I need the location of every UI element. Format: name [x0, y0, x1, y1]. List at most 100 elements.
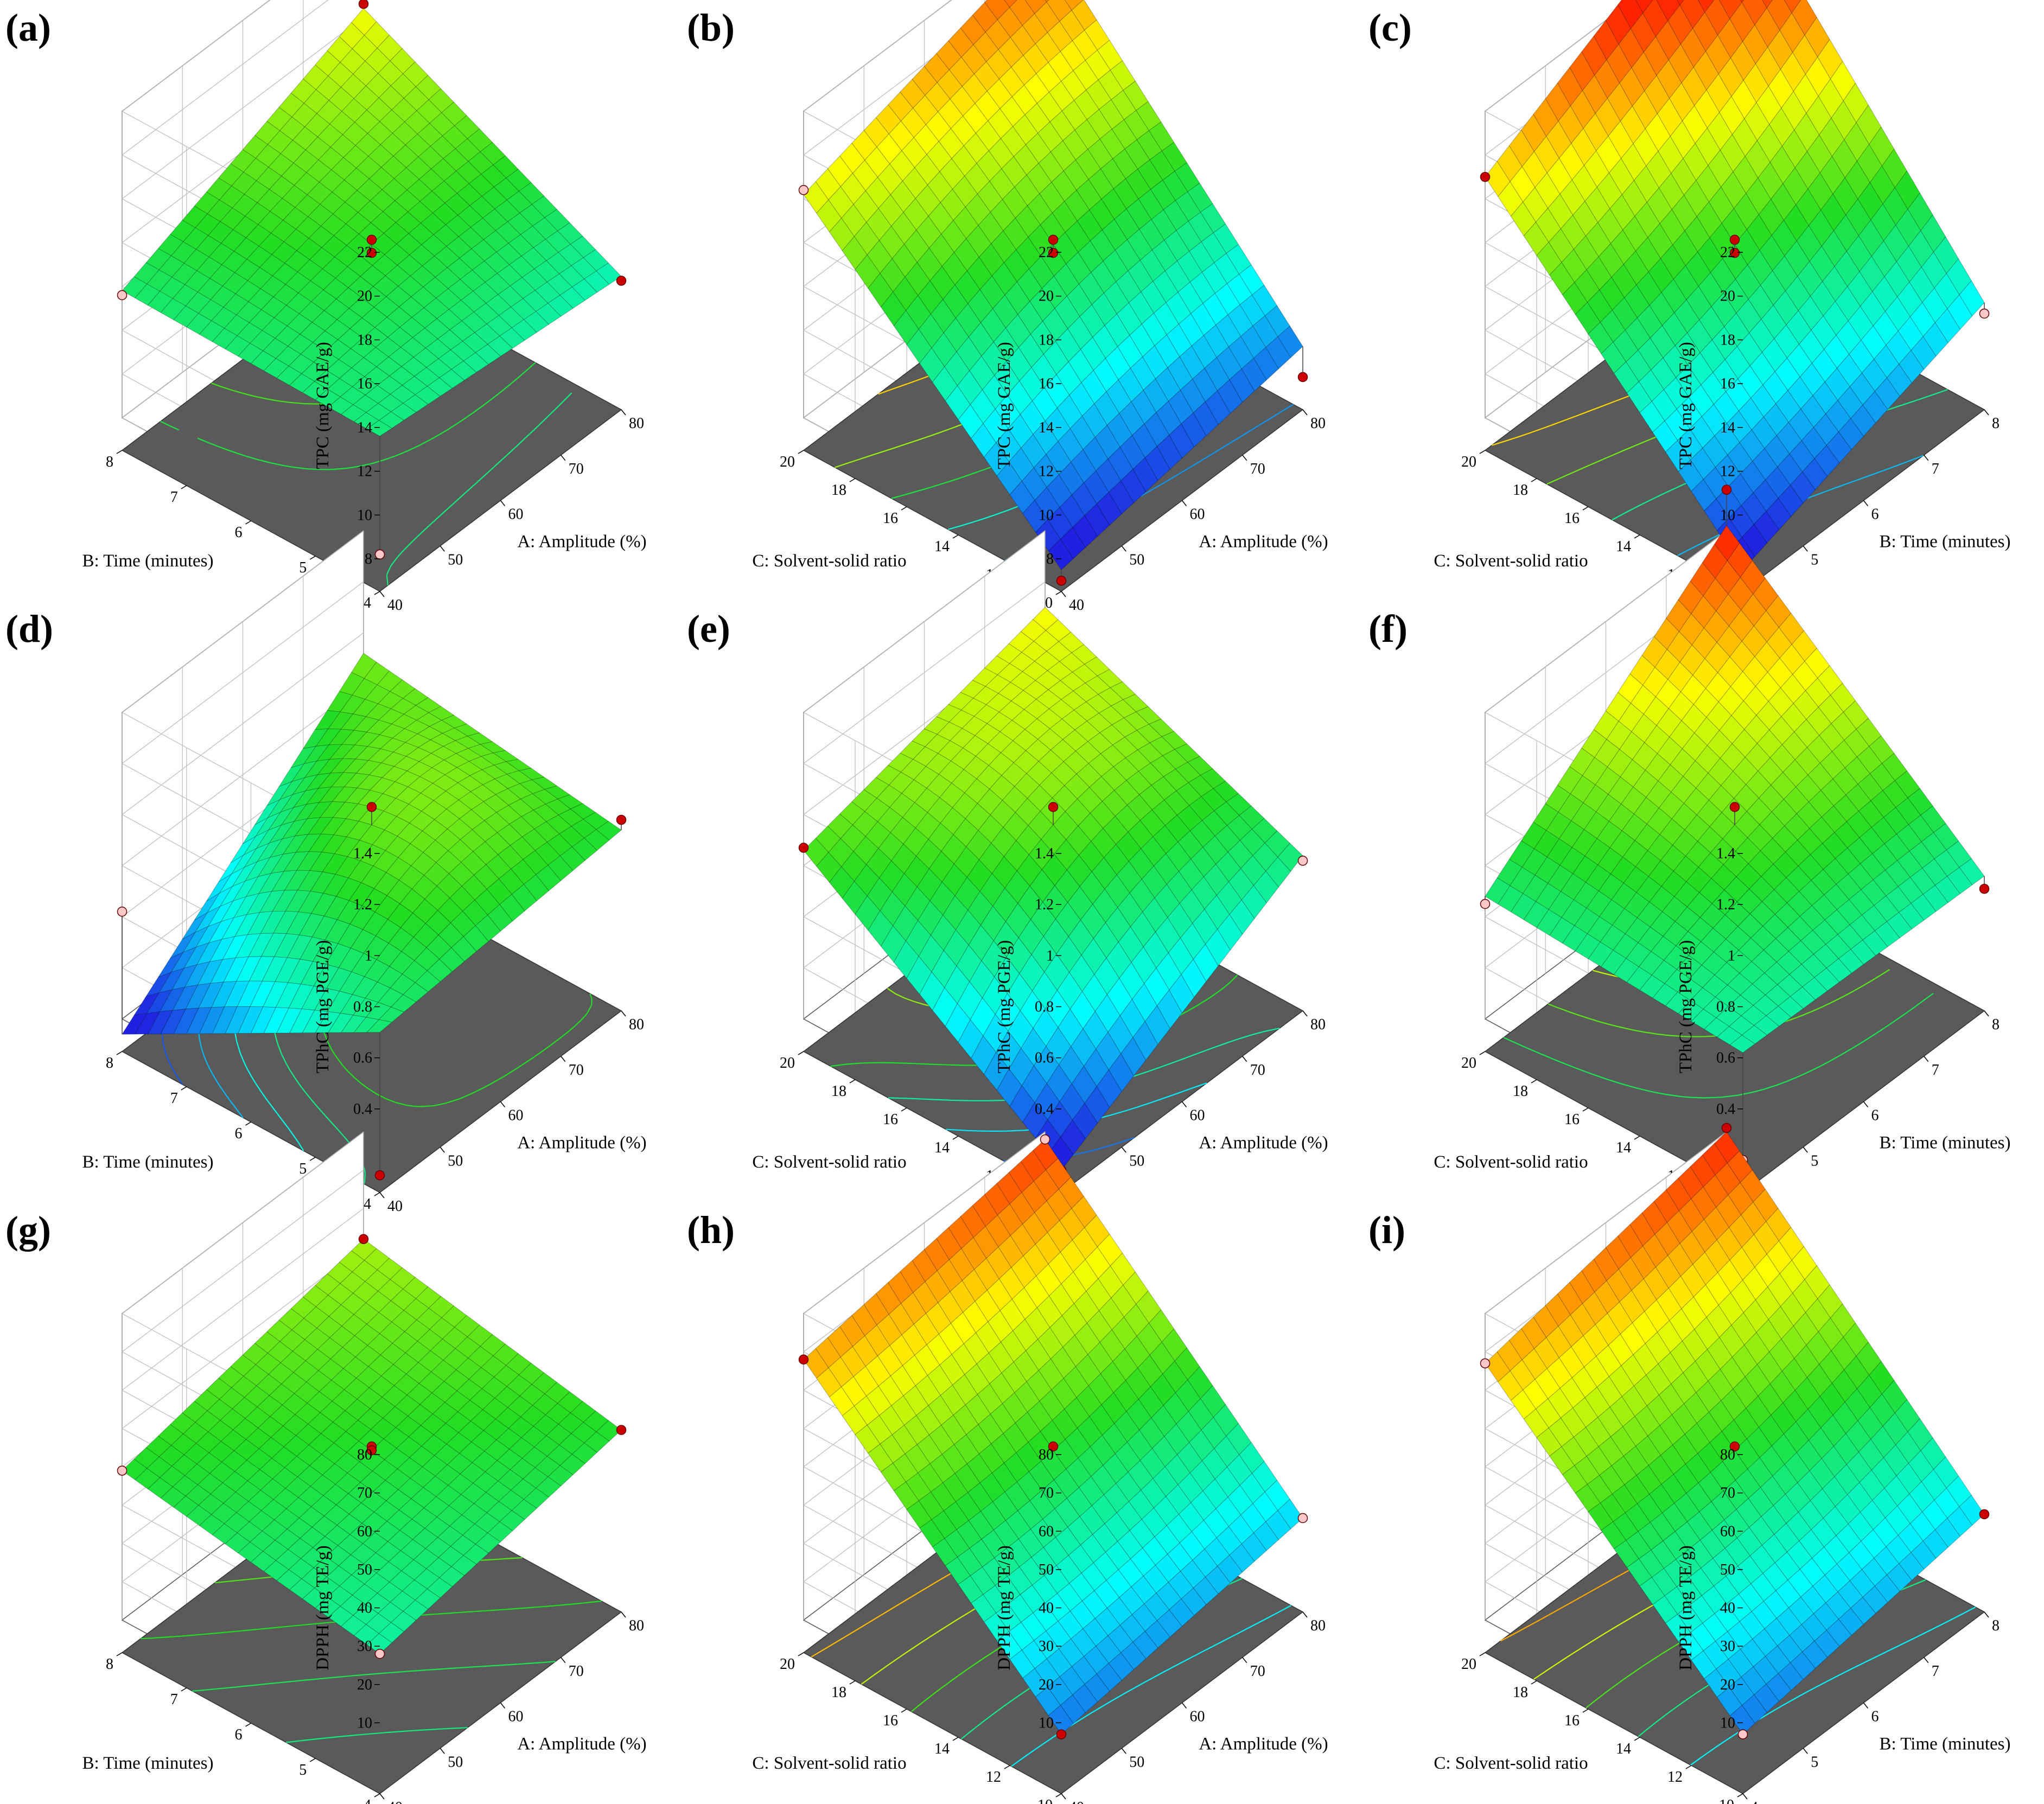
z-tick-label: 80 [357, 1446, 372, 1463]
surface-cell [1045, 1158, 1072, 1190]
z-tick-label: 70 [1039, 1485, 1054, 1502]
surface-cell [1856, 105, 1882, 145]
surface-cell [1894, 170, 1920, 210]
surface-cell [1907, 788, 1933, 815]
surface-cell [1004, 0, 1017, 8]
design-point [1979, 308, 1990, 319]
z-tick-label: 18 [1720, 332, 1735, 348]
design-point [1297, 1513, 1308, 1523]
surface-cell [1718, 0, 1742, 20]
y-axis-title: C: Solvent-solid ratio [752, 551, 906, 571]
contour-line [286, 1727, 468, 1743]
surface-cell [1791, 630, 1817, 662]
x-tick [1181, 500, 1187, 506]
y-tick-label: 7 [170, 1090, 178, 1107]
y-tick [1479, 450, 1486, 454]
surface-cell [1148, 718, 1175, 737]
y-axis-title: C: Solvent-solid ratio [752, 1754, 906, 1773]
y-tick-label: 20 [1461, 1055, 1476, 1072]
contour-line [1503, 992, 1934, 1099]
x-tick-label: 50 [1129, 551, 1144, 568]
y-axis-title: C: Solvent-solid ratio [1434, 1152, 1588, 1172]
x-tick-label: 7 [1932, 461, 1939, 477]
surface-cell [454, 1315, 480, 1337]
surface-cell [390, 679, 416, 699]
z-tick-label: 40 [357, 1600, 372, 1617]
z-axis-title: DPPH (mg TE/g) [995, 1545, 1014, 1670]
surface-cell [1226, 1423, 1252, 1455]
surface-cell [1084, 1215, 1110, 1247]
surface-cell [596, 1420, 622, 1442]
x-tick-label: 40 [387, 1198, 403, 1215]
surface-chart: 10 20 30 40 50 60 70 80 DPPH (mg TE/g) 40 50 60 70 80… [752, 1131, 1328, 1804]
design-point [1979, 1509, 1990, 1520]
design-point [1729, 802, 1740, 812]
x-tick-label: 7 [1932, 1062, 1939, 1079]
surface-cell [467, 129, 493, 152]
surface-cell [390, 1267, 416, 1290]
y-tick-label: 5 [299, 559, 307, 576]
x-tick [561, 1657, 566, 1663]
surface-cell [428, 88, 454, 113]
surface-cell [1817, 39, 1843, 80]
surface-cell [1110, 1252, 1136, 1286]
design-point [358, 0, 369, 9]
surface-cell [1264, 830, 1290, 858]
x-tick-label: 80 [1310, 1617, 1326, 1634]
surface-cell [505, 759, 532, 771]
design-point [374, 1170, 385, 1181]
design-point [616, 276, 627, 286]
y-tick-label: 8 [106, 1055, 113, 1072]
y-tick [1055, 591, 1062, 595]
y-tick [952, 1737, 959, 1741]
y-axis-title: C: Solvent-solid ratio [1434, 1754, 1588, 1773]
y-tick-label: 20 [780, 454, 795, 470]
y-tick [181, 485, 187, 489]
surface-cell [1123, 694, 1149, 712]
y-tick [1634, 534, 1640, 539]
x-tick [1803, 1748, 1808, 1754]
response-surface [122, 1239, 622, 1654]
surface-cell [1762, 0, 1773, 9]
surface-cell [1946, 1475, 1972, 1507]
y-tick [798, 1051, 804, 1055]
x-axis-title: A: Amplitude (%) [517, 532, 646, 552]
surface-cell [1213, 781, 1239, 802]
x-tick [440, 1146, 445, 1153]
y-tick-label: 14 [1616, 1741, 1631, 1757]
design-point [1480, 898, 1491, 909]
surface-cell [1033, 607, 1059, 631]
x-tick [500, 1101, 506, 1107]
surface-cell [1226, 793, 1252, 816]
design-point [117, 907, 128, 917]
y-tick-label: 18 [1513, 482, 1528, 499]
z-axis-title: TPhC (mg PGE/g) [1676, 940, 1696, 1074]
y-tick-label: 6 [235, 1125, 243, 1142]
x-tick [1061, 1793, 1066, 1800]
y-tick-label: 10 [1719, 1797, 1734, 1804]
z-tick-label: 10 [357, 507, 372, 524]
design-point [798, 1354, 809, 1365]
y-tick-label: 20 [1461, 454, 1476, 470]
surface-cell [1148, 122, 1175, 151]
z-tick-label: 0.6 [1035, 1050, 1054, 1067]
surface-cell [1174, 162, 1200, 192]
surface-cell [403, 61, 429, 87]
x-tick-label: 80 [629, 415, 644, 432]
x-tick [1803, 545, 1808, 552]
y-tick-label: 16 [883, 1712, 898, 1729]
surface-cell [1894, 770, 1920, 799]
x-tick [440, 1748, 445, 1754]
x-tick [1863, 1703, 1869, 1709]
y-tick [849, 478, 856, 482]
chart-panel: (g) 10 20 30 40 50 60 70 80 DPPH (mg TE/g) 40 50 60 7… [0, 1131, 681, 1804]
z-tick-label: 18 [357, 332, 372, 348]
surface-cell [1766, 1208, 1792, 1241]
y-tick [1685, 1765, 1692, 1769]
surface-cell [1856, 1342, 1882, 1376]
surface-cell [544, 209, 570, 232]
x-tick-label: 60 [508, 506, 524, 523]
x-tick-label: 70 [569, 1663, 584, 1680]
design-point [1721, 485, 1732, 495]
